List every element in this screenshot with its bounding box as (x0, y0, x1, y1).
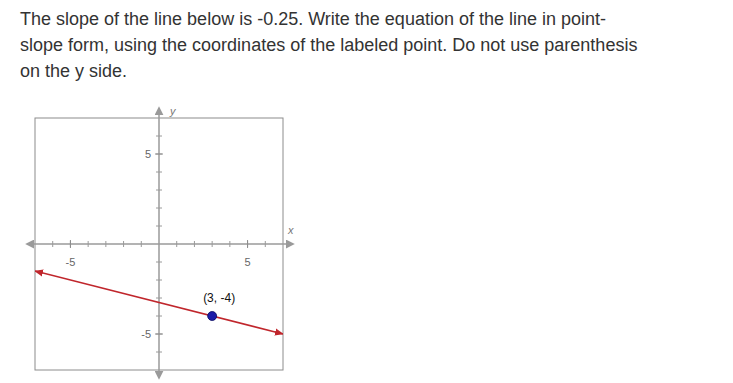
x-axis-label: x (287, 224, 294, 236)
y-tick-label: 5 (145, 148, 151, 160)
x-minor-tick (52, 241, 53, 247)
x-tick (247, 240, 248, 248)
y-minor-tick (156, 154, 162, 155)
x-minor-tick (212, 241, 213, 247)
x-tick-label: 5 (245, 256, 251, 268)
data-line (35, 271, 283, 334)
y-minor-tick (156, 334, 162, 335)
x-minor-tick (247, 241, 248, 247)
y-minor-tick (156, 298, 162, 299)
x-minor-tick (88, 241, 89, 247)
x-tick (70, 240, 71, 248)
question: The slope of the line below is -0.25. Wr… (20, 6, 637, 84)
question-line: on the y side. (20, 58, 637, 84)
y-axis-label: y (169, 105, 177, 117)
y-minor-tick (156, 190, 162, 191)
x-axis (27, 243, 293, 245)
plot-area (35, 271, 283, 334)
x-minor-tick (176, 241, 177, 247)
y-minor-tick (156, 316, 162, 317)
y-tick-label: -5 (141, 328, 151, 340)
y-axis (158, 108, 160, 378)
x-minor-tick (70, 241, 71, 247)
y-minor-tick (156, 136, 162, 137)
question-line: slope form, using the coordinates of the… (20, 32, 637, 58)
x-minor-tick (105, 241, 106, 247)
y-tick (155, 334, 163, 335)
x-tick-label: -5 (66, 256, 76, 268)
y-minor-tick (156, 352, 162, 353)
y-minor-tick (156, 262, 162, 263)
y-tick (155, 154, 163, 155)
y-minor-tick (156, 208, 162, 209)
x-minor-tick (123, 241, 124, 247)
y-minor-tick (156, 280, 162, 281)
x-minor-tick (141, 241, 142, 247)
x-minor-tick (194, 241, 195, 247)
y-minor-tick (156, 172, 162, 173)
y-minor-tick (156, 226, 162, 227)
x-minor-tick (265, 241, 266, 247)
chart: -5 5 -5 5 x y (3, -4) (0, 0, 733, 383)
x-minor-tick (229, 241, 230, 247)
point-label: (3, -4) (203, 291, 235, 305)
data-point (208, 312, 217, 321)
question-line: The slope of the line below is -0.25. Wr… (20, 6, 637, 32)
